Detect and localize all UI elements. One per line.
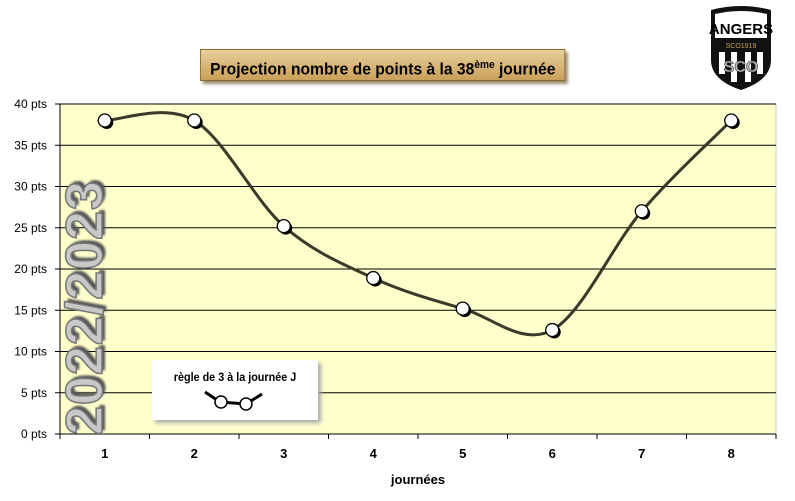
chart-title: Projection nombre de points à la 38ème j… (200, 49, 566, 81)
x-axis-label: journées (390, 472, 445, 487)
title-text: Projection nombre de points à la 38 (210, 59, 475, 79)
x-tick-label: 2 (191, 446, 198, 461)
data-point (545, 322, 560, 338)
y-tick-label: 10 pts (14, 345, 47, 359)
svg-text:SCO1919: SCO1919 (726, 43, 757, 50)
x-tick-label: 3 (280, 446, 287, 461)
data-point (276, 218, 291, 234)
y-tick-label: 40 pts (14, 97, 47, 111)
data-point (187, 113, 202, 128)
y-tick-label: 35 pts (14, 138, 47, 152)
legend-swatch (204, 390, 263, 411)
x-tick-label: 7 (638, 446, 645, 461)
y-tick-label: 5 pts (21, 386, 47, 400)
x-tick-label: 8 (728, 446, 735, 461)
x-tick-label: 1 (101, 446, 108, 461)
y-tick-label: 0 pts (21, 427, 47, 441)
y-tick-label: 15 pts (14, 303, 47, 317)
angers-sco-logo: ANGERS SCO1919 SCO (709, 6, 773, 90)
data-point (366, 270, 381, 286)
legend-label: règle de 3 à la journée J (173, 370, 297, 384)
legend: règle de 3 à la journée J (152, 360, 318, 420)
y-tick-label: 20 pts (14, 262, 47, 276)
x-tick-label: 4 (370, 446, 378, 461)
y-tick-label: 25 pts (14, 221, 47, 235)
y-tick-label: 30 pts (14, 180, 47, 194)
x-tick-label: 5 (459, 446, 466, 461)
svg-text:ANGERS: ANGERS (709, 21, 773, 38)
title-end: journée (494, 59, 556, 79)
data-point (634, 204, 649, 219)
data-point (455, 301, 470, 316)
data-point (97, 113, 112, 128)
data-point (724, 113, 739, 128)
x-tick-label: 6 (549, 446, 556, 461)
season-watermark: 2022/2023 (55, 179, 115, 435)
svg-text:SCO: SCO (724, 59, 759, 76)
title-superscript: ème (474, 59, 495, 71)
